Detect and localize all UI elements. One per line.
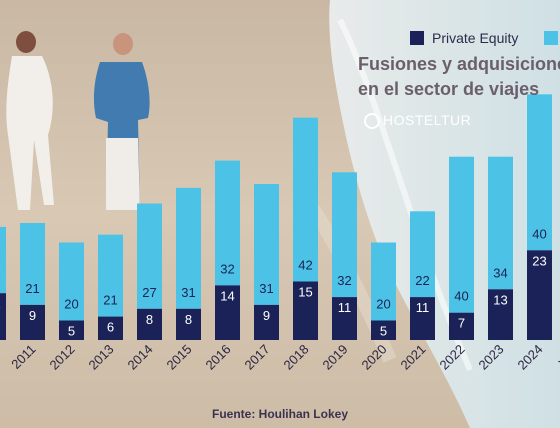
x-tick-label-2014: 2014 xyxy=(125,342,156,373)
source-note: Fuente: Houlihan Lokey xyxy=(211,407,348,421)
bar-private-equity-2014 xyxy=(137,308,162,340)
data-label-other-2013: 21 xyxy=(103,293,117,308)
data-label-private-equity-2023: 13 xyxy=(493,292,507,307)
data-label-private-equity-2020: 5 xyxy=(380,324,387,339)
bar-other-2016 xyxy=(215,160,240,286)
hosteltur-logo: HOSTELTUR xyxy=(364,112,471,129)
x-tick-label-2017: 2017 xyxy=(242,342,273,373)
bar-other-2024 xyxy=(527,94,552,251)
data-label-private-equity-2019: 11 xyxy=(338,300,352,315)
data-label-other-2014: 27 xyxy=(142,285,156,300)
bar-private-equity-2015 xyxy=(176,308,201,340)
data-label-other-2012: 20 xyxy=(64,297,78,312)
bar-other-2021 xyxy=(410,211,435,298)
x-tick-label-2024: 2024 xyxy=(515,342,546,373)
chart-title-line-1: Fusiones y adquisiciones xyxy=(358,54,560,74)
x-tick-label-2016: 2016 xyxy=(203,342,234,373)
bar-private-equity-2011 xyxy=(20,304,45,340)
bar-other-2015 xyxy=(176,187,201,309)
chart-title: Fusiones y adquisiciones en el sector de… xyxy=(358,52,560,102)
bar-private-equity-2020 xyxy=(371,320,396,340)
data-label-other-2019: 32 xyxy=(337,273,351,288)
bar-private-equity-2018 xyxy=(293,281,318,340)
x-tick-label-2015: 2015 xyxy=(164,342,195,373)
data-label-private-equity-2017: 9 xyxy=(263,308,270,323)
bar-private-equity-2016 xyxy=(215,285,240,340)
data-label-other-2020: 20 xyxy=(376,297,390,312)
bar-other-2019 xyxy=(332,172,357,298)
hosteltur-logo-text: HOSTELTUR xyxy=(383,112,472,128)
bar-other-2013 xyxy=(98,234,123,317)
data-label-private-equity-2024: 23 xyxy=(532,253,546,268)
data-label-other-2018: 42 xyxy=(298,258,312,273)
data-label-other-2017: 31 xyxy=(259,281,273,296)
bar-other-2011 xyxy=(20,223,45,305)
bar-private-equity-2013 xyxy=(98,316,123,340)
x-tick-label-2018: 2018 xyxy=(281,342,312,373)
data-label-private-equity-2010: 12 xyxy=(0,296,1,311)
hosteltur-logo-icon xyxy=(364,113,380,129)
bar-other-2010 xyxy=(0,226,6,294)
legend-item-other xyxy=(544,30,560,46)
data-label-private-equity-2022: 7 xyxy=(458,316,465,331)
bar-other-2018 xyxy=(293,117,318,282)
legend-item-private-equity: Private Equity xyxy=(410,30,518,46)
x-tick-label-2022: 2022 xyxy=(437,342,468,373)
data-label-other-2011: 21 xyxy=(25,281,39,296)
bar-other-2012 xyxy=(59,242,84,321)
bar-private-equity-2019 xyxy=(332,297,357,340)
data-label-other-2015: 31 xyxy=(181,285,195,300)
data-label-other-2016: 32 xyxy=(220,261,234,276)
x-tick-label-2020: 2020 xyxy=(359,342,390,373)
x-tick-label-2023: 2023 xyxy=(476,342,507,373)
x-tick-label-ytd: YTD xyxy=(556,342,560,371)
legend: Private Equity xyxy=(410,30,560,46)
data-label-private-equity-2011: 9 xyxy=(29,308,36,323)
bar-other-2017 xyxy=(254,184,279,305)
data-label-private-equity-2016: 14 xyxy=(220,288,234,303)
bar-other-2022 xyxy=(449,156,474,313)
data-label-private-equity-2018: 15 xyxy=(298,285,312,300)
bar-private-equity-2010 xyxy=(0,293,6,340)
data-label-private-equity-2021: 11 xyxy=(416,300,430,315)
data-label-other-2021: 22 xyxy=(415,273,429,288)
x-tick-label-2019: 2019 xyxy=(320,342,351,373)
bar-private-equity-2017 xyxy=(254,304,279,340)
x-tick-label-2011: 2011 xyxy=(8,342,38,372)
bar-private-equity-2012 xyxy=(59,320,84,340)
data-label-other-2022: 40 xyxy=(454,289,468,304)
bar-other-2023 xyxy=(488,156,513,290)
data-label-other-2010: 17 xyxy=(0,269,1,284)
data-label-other-2024: 40 xyxy=(532,226,546,241)
bar-other-2014 xyxy=(137,203,162,309)
legend-swatch-private-equity xyxy=(410,31,424,45)
bar-private-equity-2024 xyxy=(527,250,552,340)
bar-private-equity-2023 xyxy=(488,289,513,340)
bar-private-equity-2022 xyxy=(449,312,474,340)
couple-photo xyxy=(6,31,150,210)
legend-swatch-other xyxy=(544,31,559,45)
x-tick-label-2012: 2012 xyxy=(47,342,78,373)
data-label-private-equity-2012: 5 xyxy=(68,324,75,339)
data-label-private-equity-2015: 8 xyxy=(185,312,192,327)
bar-private-equity-2021 xyxy=(410,297,435,340)
legend-label-private-equity: Private Equity xyxy=(432,30,519,46)
bar-other-2020 xyxy=(371,242,396,321)
chart-title-line-2: en el sector de viajes xyxy=(358,79,540,99)
x-tick-label-2021: 2021 xyxy=(398,342,429,373)
x-tick-label-2013: 2013 xyxy=(86,342,117,373)
data-label-private-equity-2014: 8 xyxy=(146,312,153,327)
data-label-other-2023: 34 xyxy=(493,265,507,280)
data-label-private-equity-2013: 6 xyxy=(107,320,114,335)
